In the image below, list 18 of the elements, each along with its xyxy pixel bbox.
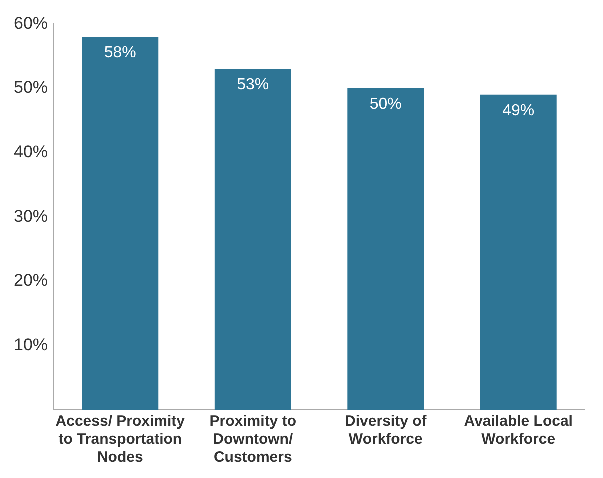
y-tick-label: 10% bbox=[14, 335, 48, 354]
bar bbox=[82, 37, 159, 410]
data-label: 58% bbox=[104, 44, 136, 62]
x-tick-label: Available Local Workforce bbox=[464, 413, 573, 448]
data-label: 50% bbox=[370, 96, 402, 113]
bar bbox=[214, 69, 292, 410]
x-tick-label: Proximity to Downtown/ Customers bbox=[210, 413, 296, 466]
y-tick-label: 60% bbox=[14, 14, 48, 33]
x-tick-label: Access/ Proximity to Transportation Nodes bbox=[56, 413, 186, 466]
y-tick-label: 30% bbox=[14, 206, 48, 226]
bar bbox=[348, 88, 424, 410]
data-label: 49% bbox=[502, 102, 535, 120]
y-tick-label: 40% bbox=[14, 142, 48, 162]
bar bbox=[480, 94, 557, 410]
data-label: 53% bbox=[237, 76, 270, 94]
x-tick-label: Diversity of Workforce bbox=[345, 413, 428, 448]
y-tick-label: 20% bbox=[14, 271, 48, 290]
y-tick-label: 50% bbox=[14, 78, 48, 98]
